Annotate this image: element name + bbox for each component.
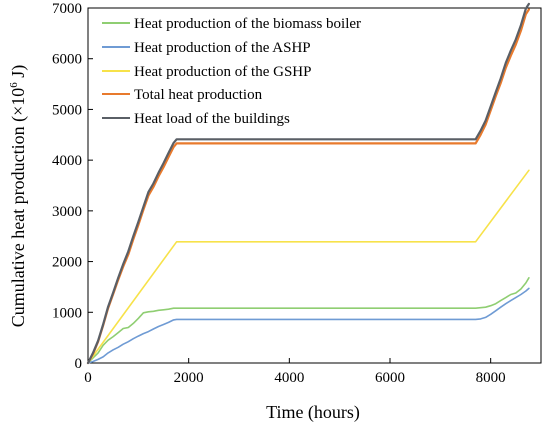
y-tick-label: 1000 <box>52 305 82 321</box>
y-axis-title-exponent: 6 <box>8 82 20 88</box>
axes: 0 2000 4000 6000 8000 0 1000 2000 3000 4000 5000 60… <box>52 1 542 386</box>
y-axis-title: Cumulative heat production (×106 J) <box>8 65 29 328</box>
legend-label: Heat load of the buildings <box>134 111 290 127</box>
legend-entry: Heat production of the biomass boiler <box>102 16 361 32</box>
legend-entry: Heat production of the GSHP <box>102 64 311 80</box>
y-tick-label: 3000 <box>52 204 82 220</box>
y-tick-label: 4000 <box>52 153 82 169</box>
y-axis-title-unit: J) <box>8 65 29 83</box>
y-tick-label: 2000 <box>52 255 82 271</box>
y-tick-label: 6000 <box>52 52 82 68</box>
series-lines <box>86 2 531 365</box>
x-tick-label: 8000 <box>476 370 506 386</box>
legend-entry: Heat production of the ASHP <box>102 40 311 56</box>
y-axis-title-main: Cumulative heat production (×10 <box>8 88 29 328</box>
y-tick-label: 7000 <box>52 1 82 17</box>
legend-entry: Heat load of the buildings <box>102 111 290 127</box>
legend: Heat production of the biomass boiler He… <box>102 16 361 127</box>
x-tick-label: 6000 <box>375 370 405 386</box>
legend-label: Heat production of the GSHP <box>134 64 311 80</box>
x-tick-label: 2000 <box>174 370 204 386</box>
series-line <box>87 276 530 364</box>
series-line <box>87 169 530 364</box>
x-axis-title: Time (hours) <box>266 402 360 423</box>
y-tick-label: 0 <box>75 356 83 372</box>
series-line <box>86 2 531 365</box>
legend-label: Total heat production <box>134 87 263 103</box>
legend-label: Heat production of the ASHP <box>134 40 311 56</box>
legend-entry: Total heat production <box>102 87 263 103</box>
x-tick-label: 4000 <box>274 370 304 386</box>
x-tick-label: 0 <box>84 370 92 386</box>
plot-frame <box>87 7 542 364</box>
y-tick-label: 5000 <box>52 102 82 118</box>
legend-label: Heat production of the biomass boiler <box>134 16 361 32</box>
series-line <box>87 287 530 364</box>
series-line <box>86 8 531 365</box>
